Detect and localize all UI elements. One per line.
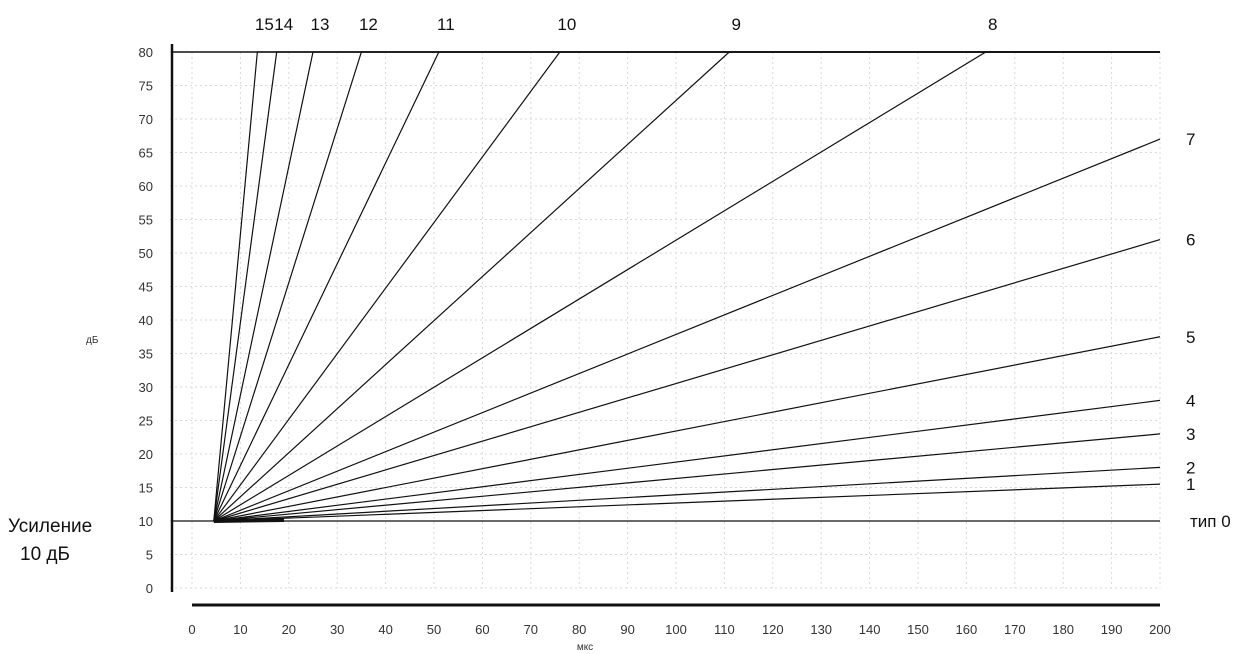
x-tick-label: 180: [1052, 622, 1074, 637]
series-line-2: [213, 466, 1161, 522]
x-tick-label: 160: [956, 622, 978, 637]
curve-label: 2: [1186, 458, 1195, 477]
curve-label: 9: [732, 15, 741, 34]
curve-label: тип 0: [1190, 512, 1231, 531]
x-tick-label: 60: [475, 622, 489, 637]
y-tick-label: 20: [139, 447, 153, 462]
y-tick-label: 30: [139, 380, 153, 395]
x-tick-label: 20: [282, 622, 296, 637]
x-tick-label: 50: [427, 622, 441, 637]
x-tick-label: 200: [1149, 622, 1171, 637]
series-line-1: [213, 483, 1161, 522]
y-tick-label: 70: [139, 112, 153, 127]
x-tick-label: 120: [762, 622, 784, 637]
gain-annotation-line2: 10 дБ: [20, 544, 70, 565]
x-tick-label: 110: [714, 622, 735, 637]
x-tick-label: 190: [1101, 622, 1123, 637]
series-line-4: [213, 399, 1161, 522]
y-tick-label: 75: [139, 79, 153, 94]
x-tick-label: 150: [907, 622, 929, 637]
x-tick-label: 40: [378, 622, 392, 637]
series-line-6: [213, 239, 1161, 522]
curve-label: 8: [988, 15, 997, 34]
y-tick-label: 35: [139, 347, 153, 362]
series-line-7: [213, 138, 1161, 522]
y-axis-unit: дБ: [86, 335, 99, 346]
y-tick-label: 40: [139, 313, 153, 328]
x-tick-label: 90: [620, 622, 634, 637]
y-tick-label: 60: [139, 179, 153, 194]
x-tick-label: 70: [524, 622, 538, 637]
curve-label: 10: [557, 15, 576, 34]
curve-label: 1: [1186, 475, 1195, 494]
x-tick-label: 130: [810, 622, 832, 637]
y-tick-label: 10: [139, 514, 153, 529]
x-tick-label: 30: [330, 622, 344, 637]
x-axis-unit: мкс: [577, 642, 593, 653]
curve-label: 3: [1186, 425, 1195, 444]
curve-label: 6: [1186, 231, 1195, 250]
y-tick-label: 45: [139, 280, 153, 295]
gain-annotation-line1: Усиление: [8, 516, 92, 537]
curve-label: 5: [1186, 328, 1195, 347]
series-line-3: [213, 433, 1161, 522]
y-tick-label: 80: [139, 45, 153, 60]
x-tick-label: 0: [188, 622, 195, 637]
curve-label: 13: [311, 15, 330, 34]
series-line-5: [213, 336, 1161, 522]
y-tick-label: 5: [146, 548, 153, 563]
x-tick-label: 170: [1004, 622, 1026, 637]
x-tick-label: 100: [665, 622, 687, 637]
curve-label: 4: [1186, 391, 1195, 410]
x-tick-label: 10: [233, 622, 247, 637]
curve-label: 11: [437, 15, 455, 34]
curve-label: 7: [1186, 130, 1195, 149]
y-tick-label: 50: [139, 246, 153, 261]
curve-label: 15: [255, 15, 274, 34]
y-tick-label: 55: [139, 213, 153, 228]
y-tick-label: 65: [139, 146, 153, 161]
y-tick-label: 15: [139, 481, 153, 496]
curve-label: 12: [359, 15, 378, 34]
y-tick-label: 25: [139, 414, 153, 429]
y-tick-label: 0: [146, 581, 153, 596]
curve-label: 14: [274, 15, 293, 34]
x-tick-label: 140: [859, 622, 881, 637]
origin-marker: [213, 518, 284, 523]
x-tick-label: 80: [572, 622, 586, 637]
axes: 0 10 20 30 40 50 60 70 80 90 100 110 120 130 140 150 160…: [139, 44, 1171, 637]
